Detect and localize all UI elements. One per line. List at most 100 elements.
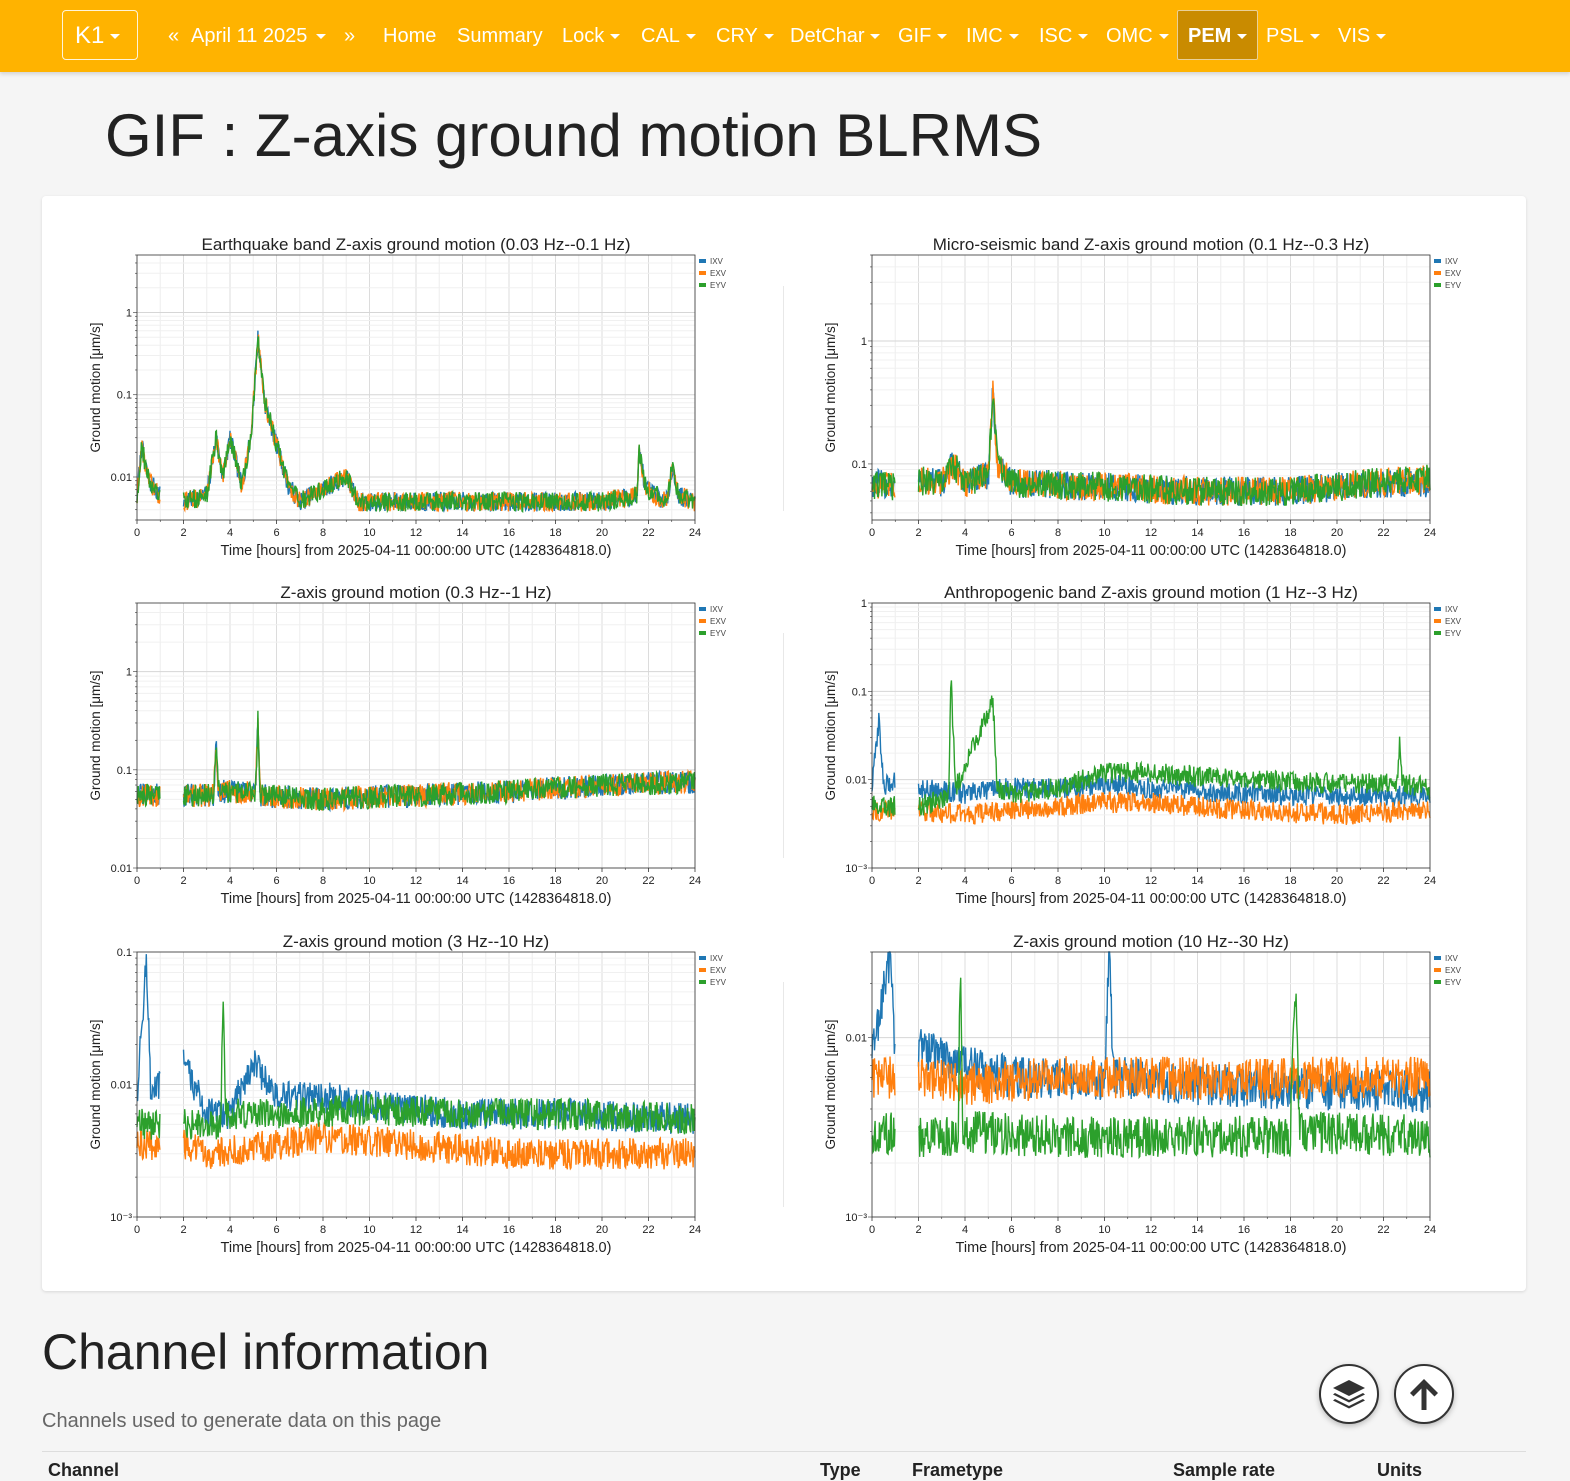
legend-swatch-eyv (699, 631, 706, 635)
y-tick-label: 1 (861, 598, 867, 610)
column-divider (783, 982, 784, 1207)
legend-swatch-eyv (1434, 980, 1441, 984)
series-line-eyv (136, 710, 696, 811)
y-tick-label: 1 (126, 307, 132, 319)
x-tick-label: 8 (320, 527, 326, 539)
chart-title: Earthquake band Z-axis ground motion (0.… (202, 235, 631, 254)
arrow-up-icon (1410, 1379, 1438, 1410)
x-tick-label: 16 (1238, 527, 1250, 539)
nav-isc[interactable]: ISC (1039, 22, 1089, 50)
scroll-to-top-button[interactable] (1394, 1364, 1454, 1424)
nav-psl-label: PSL (1266, 25, 1304, 47)
legend-label-exv: EXV (710, 966, 727, 975)
y-tick-label: 0.01 (111, 863, 132, 875)
x-tick-label: 12 (410, 875, 422, 887)
legend-label-ixv: IXV (1445, 605, 1459, 614)
x-tick-label: 10 (1098, 1224, 1110, 1236)
nav-home[interactable]: Home (383, 25, 437, 47)
x-tick-label: 24 (1424, 527, 1436, 539)
x-tick-label: 10 (1098, 527, 1110, 539)
nav-cal[interactable]: CAL (641, 22, 696, 50)
x-tick-label: 10 (363, 1224, 375, 1236)
legend-swatch-eyv (1434, 283, 1441, 287)
x-tick-label: 22 (1377, 527, 1389, 539)
series-line-eyv (136, 1001, 696, 1140)
x-tick-label: 22 (642, 527, 654, 539)
x-axis-label: Time [hours] from 2025-04-11 00:00:00 UT… (956, 1240, 1347, 1256)
nav-vis[interactable]: VIS (1338, 22, 1387, 50)
x-tick-label: 4 (962, 875, 968, 887)
x-tick-label: 24 (1424, 1224, 1436, 1236)
legend-swatch-exv (699, 271, 706, 275)
legend-swatch-ixv (1434, 607, 1441, 611)
x-tick-label: 20 (596, 875, 608, 887)
ifo-selector[interactable]: K1 (62, 10, 138, 60)
legend-swatch-eyv (699, 980, 706, 984)
nav-imc[interactable]: IMC (966, 22, 1019, 50)
chart-grid (136, 254, 696, 521)
x-axis-label: Time [hours] from 2025-04-11 00:00:00 UT… (956, 891, 1347, 907)
legend-swatch-ixv (1434, 259, 1441, 263)
nav-detchar[interactable]: DetChar (790, 22, 881, 50)
x-tick-label: 20 (1331, 527, 1343, 539)
x-tick-label: 6 (1008, 875, 1014, 887)
x-tick-label: 12 (410, 527, 422, 539)
col-header-units[interactable]: Units (1377, 1460, 1422, 1480)
legend-label-ixv: IXV (1445, 954, 1459, 963)
nav-omc[interactable]: OMC (1106, 22, 1169, 50)
chart-4: 0 2 4 6 8 10 12 14 16 18 20 22 2410⁻³0.010.11Anthrop… (823, 583, 1462, 907)
x-tick-label: 22 (1377, 875, 1389, 887)
legend-label-ixv: IXV (710, 257, 724, 266)
y-axis-label: Ground motion [μm/s] (823, 670, 838, 800)
nav-pem[interactable]: PEM (1177, 10, 1259, 60)
col-header-sample-rate[interactable]: Sample rate (1173, 1460, 1276, 1480)
y-tick-label: 0.1 (117, 390, 132, 402)
chevron-down-icon (763, 34, 774, 40)
x-axis-label: Time [hours] from 2025-04-11 00:00:00 UT… (221, 1240, 612, 1256)
x-tick-label: 10 (363, 527, 375, 539)
x-tick-label: 14 (1191, 1224, 1203, 1236)
y-tick-label: 0.1 (117, 947, 132, 959)
nav-gif[interactable]: GIF (898, 22, 948, 50)
nav-cry-label: CRY (716, 25, 758, 47)
x-tick-label: 20 (1331, 1224, 1343, 1236)
chevron-down-icon (1008, 34, 1019, 40)
chevron-down-icon (316, 34, 327, 40)
x-tick-label: 12 (410, 1224, 422, 1236)
y-tick-label: 0.1 (852, 459, 867, 471)
nav-pem-label: PEM (1188, 25, 1232, 47)
legend-label-exv: EXV (710, 269, 727, 278)
x-tick-label: 18 (549, 527, 561, 539)
nav-summary[interactable]: Summary (457, 25, 543, 47)
col-header-type[interactable]: Type (820, 1460, 861, 1480)
x-tick-label: 2 (180, 1224, 186, 1236)
x-tick-label: 8 (320, 875, 326, 887)
prev-date-link[interactable]: « (168, 25, 180, 47)
nav-psl[interactable]: PSL (1266, 22, 1320, 50)
layers-button[interactable] (1319, 1364, 1379, 1424)
y-axis-label: Ground motion [μm/s] (88, 670, 103, 800)
chart-title: Z-axis ground motion (0.3 Hz--1 Hz) (280, 583, 551, 602)
legend-label-exv: EXV (1445, 617, 1462, 626)
y-axis-label: Ground motion [μm/s] (88, 1019, 103, 1149)
x-tick-label: 8 (1055, 527, 1061, 539)
x-tick-label: 2 (915, 527, 921, 539)
chart-grid (136, 951, 696, 1218)
chevron-down-icon (610, 34, 621, 40)
col-header-channel[interactable]: Channel (48, 1460, 120, 1480)
x-tick-label: 2 (915, 1224, 921, 1236)
col-header-frametype[interactable]: Frametype (912, 1460, 1004, 1480)
legend-label-exv: EXV (710, 617, 727, 626)
chevron-down-icon (870, 34, 881, 40)
layers-icon (1333, 1380, 1365, 1409)
chevron-down-icon (1158, 34, 1169, 40)
y-tick-label: 0.01 (111, 472, 132, 484)
nav-cry[interactable]: CRY (716, 22, 774, 50)
x-tick-label: 6 (273, 527, 279, 539)
next-date-link[interactable]: » (344, 25, 356, 47)
date-picker[interactable]: April 11 2025 (191, 22, 327, 50)
x-tick-label: 18 (549, 1224, 561, 1236)
chart-title: Z-axis ground motion (10 Hz--30 Hz) (1013, 932, 1289, 951)
nav-lock[interactable]: Lock (562, 22, 621, 50)
